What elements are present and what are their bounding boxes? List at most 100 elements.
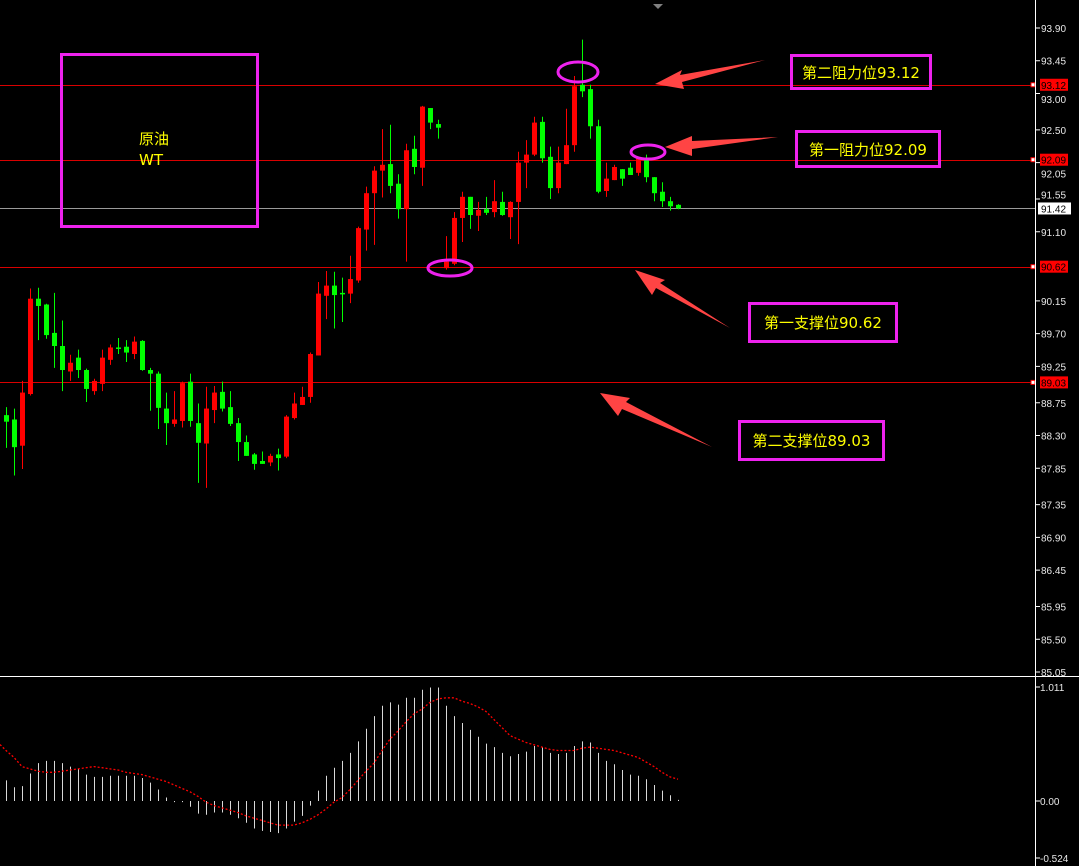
candle-body — [180, 383, 185, 421]
candle-body — [204, 408, 209, 444]
candle — [28, 288, 33, 396]
candle — [348, 255, 353, 304]
candle-body — [116, 347, 121, 349]
candle — [108, 344, 113, 365]
price-tick-label: 90.15 — [1041, 297, 1066, 308]
candle — [140, 340, 145, 371]
macd-tick-label: 0.00 — [1040, 797, 1060, 808]
candle-body — [628, 167, 633, 175]
candle — [516, 151, 521, 245]
candle-body — [668, 201, 673, 207]
candle — [612, 164, 617, 181]
candle-body — [412, 148, 417, 167]
candle-body — [516, 162, 521, 202]
candle-body — [380, 164, 385, 171]
candle-body — [660, 191, 665, 202]
candle-body — [572, 86, 577, 146]
candle-body — [108, 347, 113, 360]
candle-body — [468, 196, 473, 216]
price-tick-label: 85.05 — [1041, 668, 1066, 679]
candle — [588, 84, 593, 139]
price-tick-label: 93.90 — [1041, 24, 1066, 35]
candle — [668, 196, 673, 211]
candle-body — [20, 392, 25, 446]
candle-body — [508, 201, 513, 218]
candle-body — [276, 454, 281, 459]
level-price-label: 89.03 — [1041, 378, 1066, 389]
candle-body — [644, 159, 649, 178]
candle — [300, 386, 305, 405]
price-tick-label: 85.50 — [1041, 635, 1066, 646]
candle — [132, 336, 137, 360]
candle-body — [452, 217, 457, 264]
candle-body — [476, 209, 481, 216]
candle — [660, 182, 665, 208]
candle — [92, 378, 97, 395]
price-tick-label: 89.70 — [1041, 330, 1066, 341]
candle — [580, 39, 585, 98]
candle — [364, 186, 369, 251]
candle — [204, 386, 209, 488]
level-lines — [0, 85, 1035, 383]
support1-label: 第一支撑位90.62 — [748, 302, 898, 343]
candle-body — [332, 285, 337, 296]
candle-body — [52, 332, 57, 347]
chart-shift-marker-icon[interactable] — [653, 4, 663, 9]
candle-body — [356, 228, 361, 281]
candle-body — [252, 454, 257, 464]
level-marker-icon — [1030, 82, 1036, 88]
candle-body — [228, 407, 233, 424]
candle — [188, 373, 193, 427]
candle — [436, 119, 441, 139]
level-marker-icon — [1030, 379, 1036, 385]
candle-body — [140, 340, 145, 371]
candle — [116, 338, 121, 355]
candle — [420, 105, 425, 186]
candle — [260, 451, 265, 464]
candle — [380, 129, 385, 198]
candle — [252, 452, 257, 470]
candle-body — [388, 164, 393, 186]
level-price-label: 90.62 — [1041, 263, 1066, 274]
price-tick-label: 87.35 — [1041, 501, 1066, 512]
resistance1-label: 第一阻力位92.09 — [795, 130, 941, 168]
candle — [60, 320, 65, 392]
candle-body — [580, 84, 585, 92]
macd-tick-label: -0.524 — [1040, 854, 1069, 865]
candle-body — [396, 183, 401, 210]
candle-body — [588, 89, 593, 127]
current-price-badge — [1038, 202, 1071, 215]
candle — [212, 386, 217, 424]
candle-body — [340, 292, 345, 295]
highlight-ellipse-resistance — [629, 143, 667, 161]
arrow-icon — [655, 60, 765, 89]
instrument-title-box: 原油 WT — [60, 53, 259, 228]
candle — [124, 340, 129, 363]
candle-body — [268, 455, 273, 463]
candle — [628, 162, 633, 175]
resistance2-label: 第二阻力位93.12 — [790, 54, 932, 90]
candle — [356, 226, 361, 283]
candle — [196, 403, 201, 483]
price-tick-label: 87.85 — [1041, 464, 1066, 475]
price-tick-label: 92.05 — [1041, 170, 1066, 181]
candle — [412, 135, 417, 175]
candle — [540, 116, 545, 163]
candle — [284, 415, 289, 459]
price-tick-label: 88.75 — [1041, 399, 1066, 410]
candle-body — [556, 162, 561, 189]
candle — [4, 407, 9, 448]
candle — [52, 292, 57, 368]
price-axis[interactable]: 93.90 93.45 93.00 92.50 92.05 91.55 91.10 90.15… — [1030, 24, 1071, 865]
candle — [292, 392, 297, 420]
candle-body — [324, 285, 329, 296]
candle-body — [596, 126, 601, 192]
candle — [316, 281, 321, 356]
candle — [476, 201, 481, 232]
candle-body — [100, 357, 105, 384]
candle-body — [652, 177, 657, 194]
candle-body — [172, 419, 177, 424]
candle-body — [156, 373, 161, 408]
candle-body — [220, 391, 225, 409]
